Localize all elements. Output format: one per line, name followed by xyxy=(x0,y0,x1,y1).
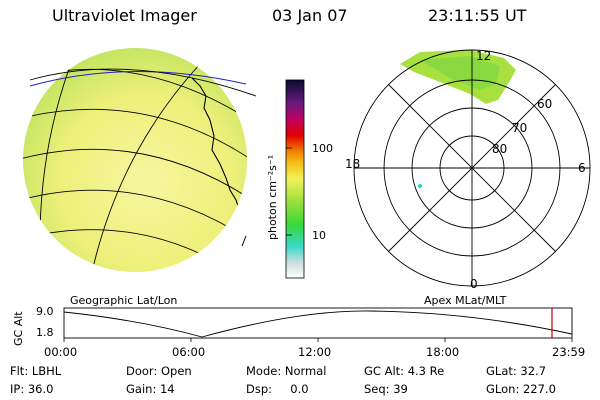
polar-plot: 12 6 0 18 60 70 80 xyxy=(345,49,591,291)
horizon-line xyxy=(29,68,257,97)
mlt-label-12: 12 xyxy=(476,49,491,63)
lat-label-60: 60 xyxy=(537,97,552,111)
altitude-ytick-top: 9.0 xyxy=(36,305,54,318)
earth-disk xyxy=(23,48,247,272)
mlt-spoke xyxy=(387,83,557,253)
instrument-title: Ultraviolet Imager xyxy=(52,6,197,25)
latitude-line xyxy=(23,189,247,241)
mlt-label-18: 18 xyxy=(345,157,360,171)
x-tick-label: 00:00 xyxy=(44,345,78,359)
info-dsp: Dsp: 0.0 xyxy=(246,382,309,396)
info-filter: Flt: LBHL xyxy=(10,364,62,378)
info-ip: IP: 36.0 xyxy=(10,382,54,396)
info-mode: Mode: Normal xyxy=(246,364,327,378)
info-gc-alt: GC Alt: 4.3 Re xyxy=(364,364,445,378)
terminator-line xyxy=(29,70,247,87)
globe-panel-label: Geographic Lat/Lon xyxy=(70,294,178,307)
longitude-line xyxy=(91,61,203,272)
x-tick-label: 12:00 xyxy=(298,345,332,359)
altitude-ytick-bottom: 1.8 xyxy=(36,326,54,339)
altitude-plot xyxy=(63,307,573,342)
color-bar-unit-label: photon cm⁻²s⁻¹ xyxy=(266,155,279,240)
info-door: Door: Open xyxy=(126,364,192,378)
info-gain: Gain: 14 xyxy=(126,382,175,396)
info-glat: GLat: 32.7 xyxy=(486,364,547,378)
color-bar: 100 10 photon cm⁻²s⁻¹ xyxy=(266,79,333,279)
emission-spot xyxy=(417,183,423,189)
mlt-label-6: 6 xyxy=(578,161,586,175)
latitude-line xyxy=(23,108,247,161)
color-bar-tick-label: 100 xyxy=(312,142,333,155)
info-seq: Seq: 39 xyxy=(364,382,408,396)
x-tick-label: 06:00 xyxy=(172,345,206,359)
lat-label-70: 70 xyxy=(512,121,527,135)
date-label: 03 Jan 07 xyxy=(272,6,348,25)
mlt-label-0: 0 xyxy=(470,277,478,291)
polar-panel-label: Apex MLat/MLT xyxy=(424,294,507,307)
globe-image xyxy=(23,48,257,272)
info-glon: GLon: 227.0 xyxy=(486,382,556,396)
lat-label-80: 80 xyxy=(492,142,507,156)
time-label: 23:11:55 UT xyxy=(428,6,527,25)
x-tick-label: 18:00 xyxy=(426,345,460,359)
aurora-emission-core xyxy=(420,56,500,90)
color-bar-tick-label: 10 xyxy=(312,229,326,242)
color-bar-scale xyxy=(285,79,305,279)
altitude-curve xyxy=(63,310,573,338)
coastline-tail xyxy=(241,235,247,247)
longitude-line xyxy=(39,65,71,241)
altitude-ylabel: GC Alt xyxy=(12,311,25,346)
x-tick-label: 23:59 xyxy=(552,345,586,359)
